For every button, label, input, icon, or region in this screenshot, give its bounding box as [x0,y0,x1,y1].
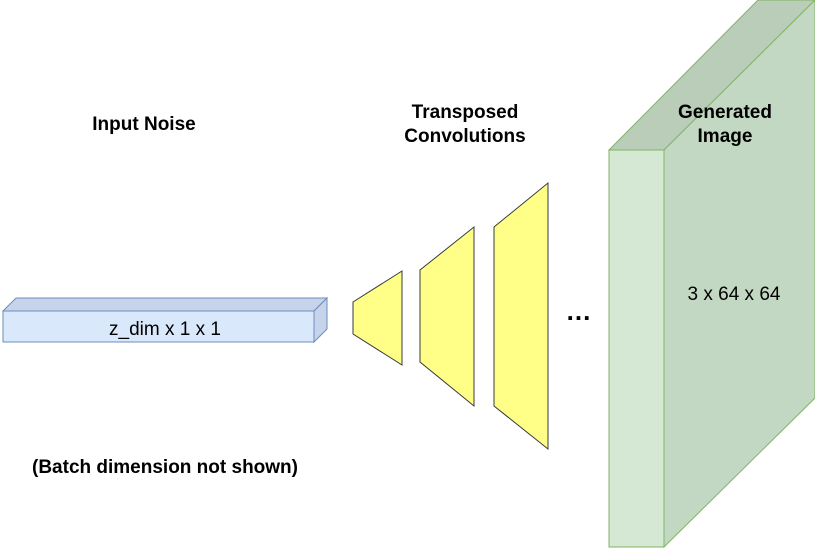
input-noise-block: z_dim x 1 x 1 [1,296,329,344]
transposed-convolution-layers [352,181,549,451]
generated-image-title-line1: Generated [678,102,772,123]
transposed-convolutions-title-line1: Transposed [412,102,519,123]
generated-image-block: 3 x 64 x 64 [607,0,815,548]
input-noise-top-face [1,297,329,312]
generated-image-front-face [608,149,665,548]
conv-layer-2 [419,225,475,408]
conv-layer-1 [352,270,403,366]
generated-image-title-line2: Image [698,126,753,147]
generated-image-shape-label: 3 x 64 x 64 [688,284,781,305]
layers-ellipsis: ... [567,296,592,326]
batch-dimension-note: (Batch dimension not shown) [32,457,298,478]
input-noise-shape-label: z_dim x 1 x 1 [109,319,221,340]
input-noise-title: Input Noise [92,114,195,135]
input-noise-front-face [2,310,315,343]
conv-layer-3 [493,181,549,451]
transposed-convolutions-title-line2: Convolutions [404,126,525,147]
